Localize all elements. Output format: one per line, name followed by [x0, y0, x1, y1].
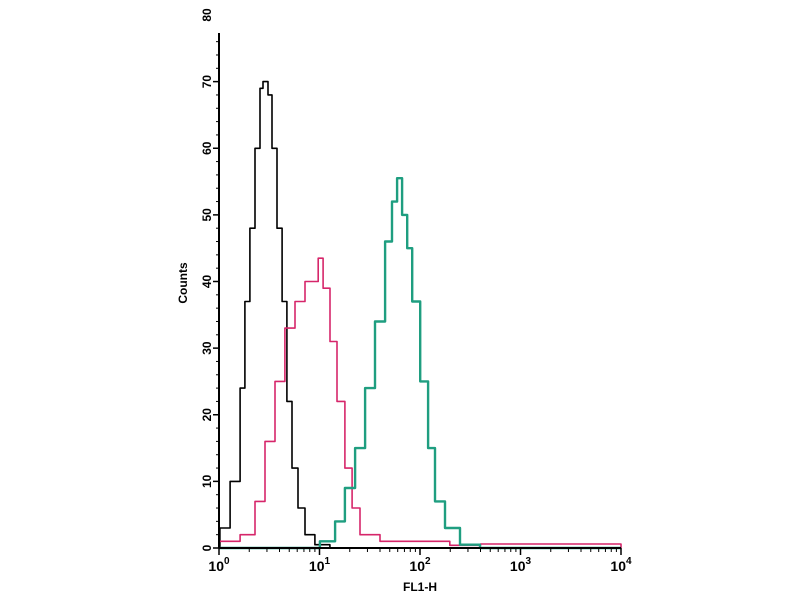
y-tick-label: 70: [200, 75, 214, 89]
histogram-series-3: [219, 177, 621, 550]
y-tick-label: 80: [200, 8, 214, 22]
y-axis-label: Counts: [176, 262, 190, 304]
histogram-series-1: [219, 80, 621, 549]
x-tick-label: 102: [409, 556, 431, 574]
y-tick-label: 50: [200, 208, 214, 222]
x-tick-label: 101: [309, 556, 331, 574]
x-tick-label: 104: [610, 556, 632, 574]
series-layer: [219, 80, 622, 550]
y-tick-label: 40: [200, 275, 214, 289]
x-tick-label: 100: [208, 556, 230, 574]
y-tick-label: 30: [200, 341, 214, 355]
histogram-series-2: [219, 257, 622, 548]
y-tick-label: 60: [200, 141, 214, 155]
y-tick-label: 20: [200, 408, 214, 422]
y-tick-label: 10: [200, 474, 214, 488]
axes-layer: 0 10 20 30 40 50 60 70 80 100 101 102 103 104: [200, 8, 632, 574]
y-tick-label: 0: [200, 544, 214, 551]
x-tick-label: 103: [510, 556, 532, 574]
x-axis-label: FL1-H: [403, 580, 437, 594]
